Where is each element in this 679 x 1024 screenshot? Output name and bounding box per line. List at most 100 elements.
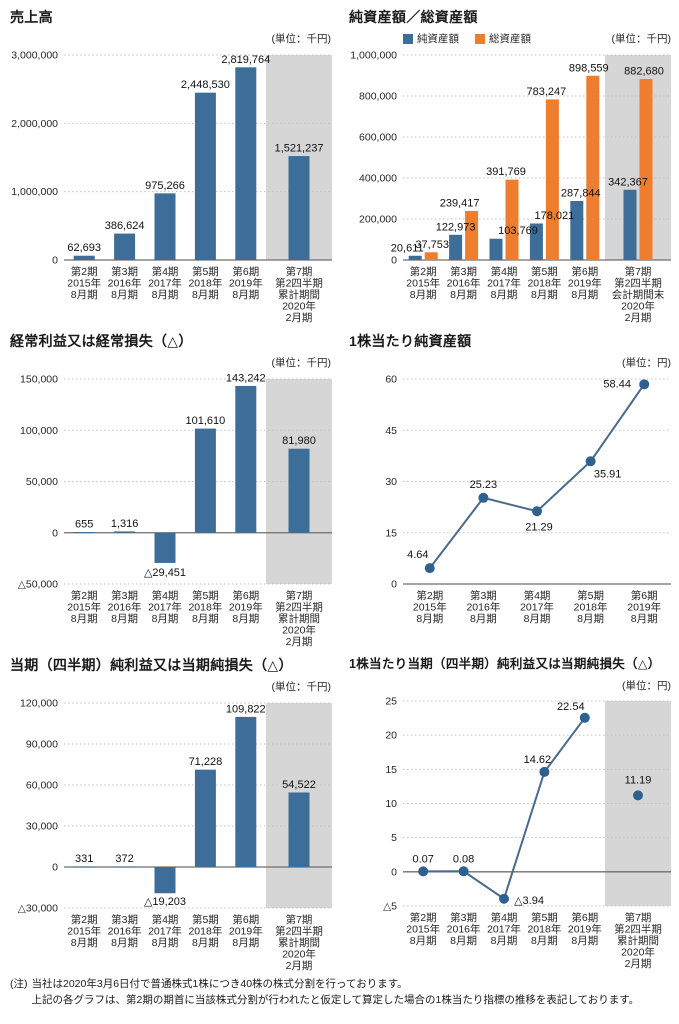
svg-text:600,000: 600,000 <box>359 131 397 143</box>
chart-panel-net-assets-per-share: 1株当たり純資産額 (単位：円) 0 15 30 45 60 4.64 25.23 21.29… <box>339 324 679 648</box>
svg-text:1,316: 1,316 <box>111 518 139 530</box>
svg-text:150,000: 150,000 <box>20 373 58 385</box>
chart-panel-revenue: 売上高 (単位：千円) 0 1,000,000 2,000,000 3,000,000… <box>0 0 339 324</box>
svg-text:331: 331 <box>75 853 93 865</box>
unit-label: (単位：千円) <box>271 681 332 694</box>
svg-text:0: 0 <box>52 254 58 266</box>
svg-text:3,000,000: 3,000,000 <box>11 49 58 61</box>
chart-header-eps: (単位：円) <box>349 677 671 693</box>
svg-text:143,242: 143,242 <box>226 372 266 384</box>
svg-text:30: 30 <box>385 476 397 488</box>
svg-text:898,559: 898,559 <box>569 62 609 74</box>
svg-text:5: 5 <box>391 832 397 844</box>
svg-text:60: 60 <box>385 373 397 385</box>
svg-text:58.44: 58.44 <box>603 378 631 390</box>
svg-text:20,611: 20,611 <box>391 242 424 254</box>
svg-text:20: 20 <box>385 730 397 742</box>
svg-text:342,367: 342,367 <box>608 176 648 188</box>
svg-text:35.91: 35.91 <box>594 468 622 480</box>
svg-text:81,980: 81,980 <box>282 435 316 447</box>
svg-text:400,000: 400,000 <box>359 172 397 184</box>
bps-line-chart: 0 15 30 45 60 4.64 25.23 21.29 35.91 58.44 第2期 2015… <box>385 373 671 625</box>
svg-text:50,000: 50,000 <box>26 476 58 488</box>
svg-text:△50,000: △50,000 <box>18 578 58 590</box>
chart-title-net-income: 当期（四半期）純利益又は当期純損失（△） <box>10 657 293 673</box>
svg-text:0: 0 <box>391 578 397 590</box>
svg-text:60,000: 60,000 <box>26 779 58 791</box>
svg-text:882,680: 882,680 <box>624 65 664 77</box>
footnote-lines: 当社は2020年3月6日付で普通株式1株につき40株の株式分割を行っております。… <box>32 977 640 1009</box>
footnote-prefix: (注) <box>10 978 28 990</box>
chart-header-ordinary-income: (単位：千円) <box>10 355 332 371</box>
chart-panel-net-income: 当期（四半期）純利益又は当期純損失（△） (単位：千円) △30,000 0 30,… <box>0 648 339 972</box>
eps-line-chart: △5 0 5 10 15 20 25 0.07 0.08 △3.94 14.62 22.54 11.19… <box>383 696 671 970</box>
svg-text:2,000,000: 2,000,000 <box>11 118 58 130</box>
svg-text:800,000: 800,000 <box>359 90 397 102</box>
footnote-line-1: 当社は2020年3月6日付で普通株式1株につき40株の株式分割を行っております。 <box>31 978 408 990</box>
svg-text:975,266: 975,266 <box>145 180 185 192</box>
unit-label: (単位：千円) <box>271 357 332 370</box>
chart-title-revenue: 売上高 <box>10 9 53 25</box>
svg-text:15: 15 <box>385 527 397 539</box>
svg-text:1,521,237: 1,521,237 <box>275 142 324 154</box>
chart-header-bps: (単位：円) <box>349 355 671 371</box>
svg-text:15: 15 <box>385 764 397 776</box>
svg-text:22.54: 22.54 <box>557 701 585 713</box>
charts-grid: 売上高 (単位：千円) 0 1,000,000 2,000,000 3,000,000… <box>0 0 679 972</box>
unit-label: (単位：円) <box>622 679 671 692</box>
svg-text:101,610: 101,610 <box>186 415 226 427</box>
net-income-bar-chart: △30,000 0 30,000 60,000 90,000 120,000 331 372 △… <box>18 697 332 972</box>
footnote-line-2: 上記の各グラフは、第2期の期首に当該株式分割が行われたと仮定して算定した場合の1… <box>31 993 640 1006</box>
footnote: (注) 当社は2020年3月6日付で普通株式1株につき40株の株式分割を行ってお… <box>0 972 679 1009</box>
svg-text:71,228: 71,228 <box>189 756 223 768</box>
svg-text:391,769: 391,769 <box>486 166 526 178</box>
svg-text:1,000,000: 1,000,000 <box>11 186 58 198</box>
chart-title-eps: 1株当たり当期（四半期）純利益又は当期純損失（△） <box>349 657 661 671</box>
svg-text:109,822: 109,822 <box>226 703 266 715</box>
svg-text:△29,451: △29,451 <box>144 567 186 579</box>
svg-text:30,000: 30,000 <box>26 820 58 832</box>
unit-label: (単位：千円) <box>271 33 332 46</box>
svg-text:25.23: 25.23 <box>470 479 498 491</box>
svg-text:386,624: 386,624 <box>105 220 145 232</box>
svg-text:1,000,000: 1,000,000 <box>350 49 397 61</box>
svg-text:0.08: 0.08 <box>453 853 474 865</box>
chart-panel-net-assets-total-assets: 純資産額／総資産額 純資産額 総資産額 (単位：千円) 0 200,000 400,… <box>339 0 679 324</box>
revenue-bar-chart: 0 1,000,000 2,000,000 3,000,000 62,693 386,62… <box>11 49 332 324</box>
svg-text:178,021: 178,021 <box>535 210 575 222</box>
svg-text:45: 45 <box>385 425 397 437</box>
chart-panel-eps: 1株当たり当期（四半期）純利益又は当期純損失（△） (単位：円) △5 0 5 10 1… <box>339 648 679 972</box>
chart-header-assets: 純資産額 総資産額 (単位：千円) <box>349 31 671 47</box>
svg-text:△19,203: △19,203 <box>144 896 186 908</box>
legend-swatch-total-assets-icon <box>475 33 485 44</box>
svg-text:25: 25 <box>385 696 397 708</box>
legend: 純資産額 総資産額 <box>403 31 531 46</box>
chart-title-net-assets-total-assets: 純資産額／総資産額 <box>349 9 478 25</box>
svg-text:0: 0 <box>391 866 397 878</box>
